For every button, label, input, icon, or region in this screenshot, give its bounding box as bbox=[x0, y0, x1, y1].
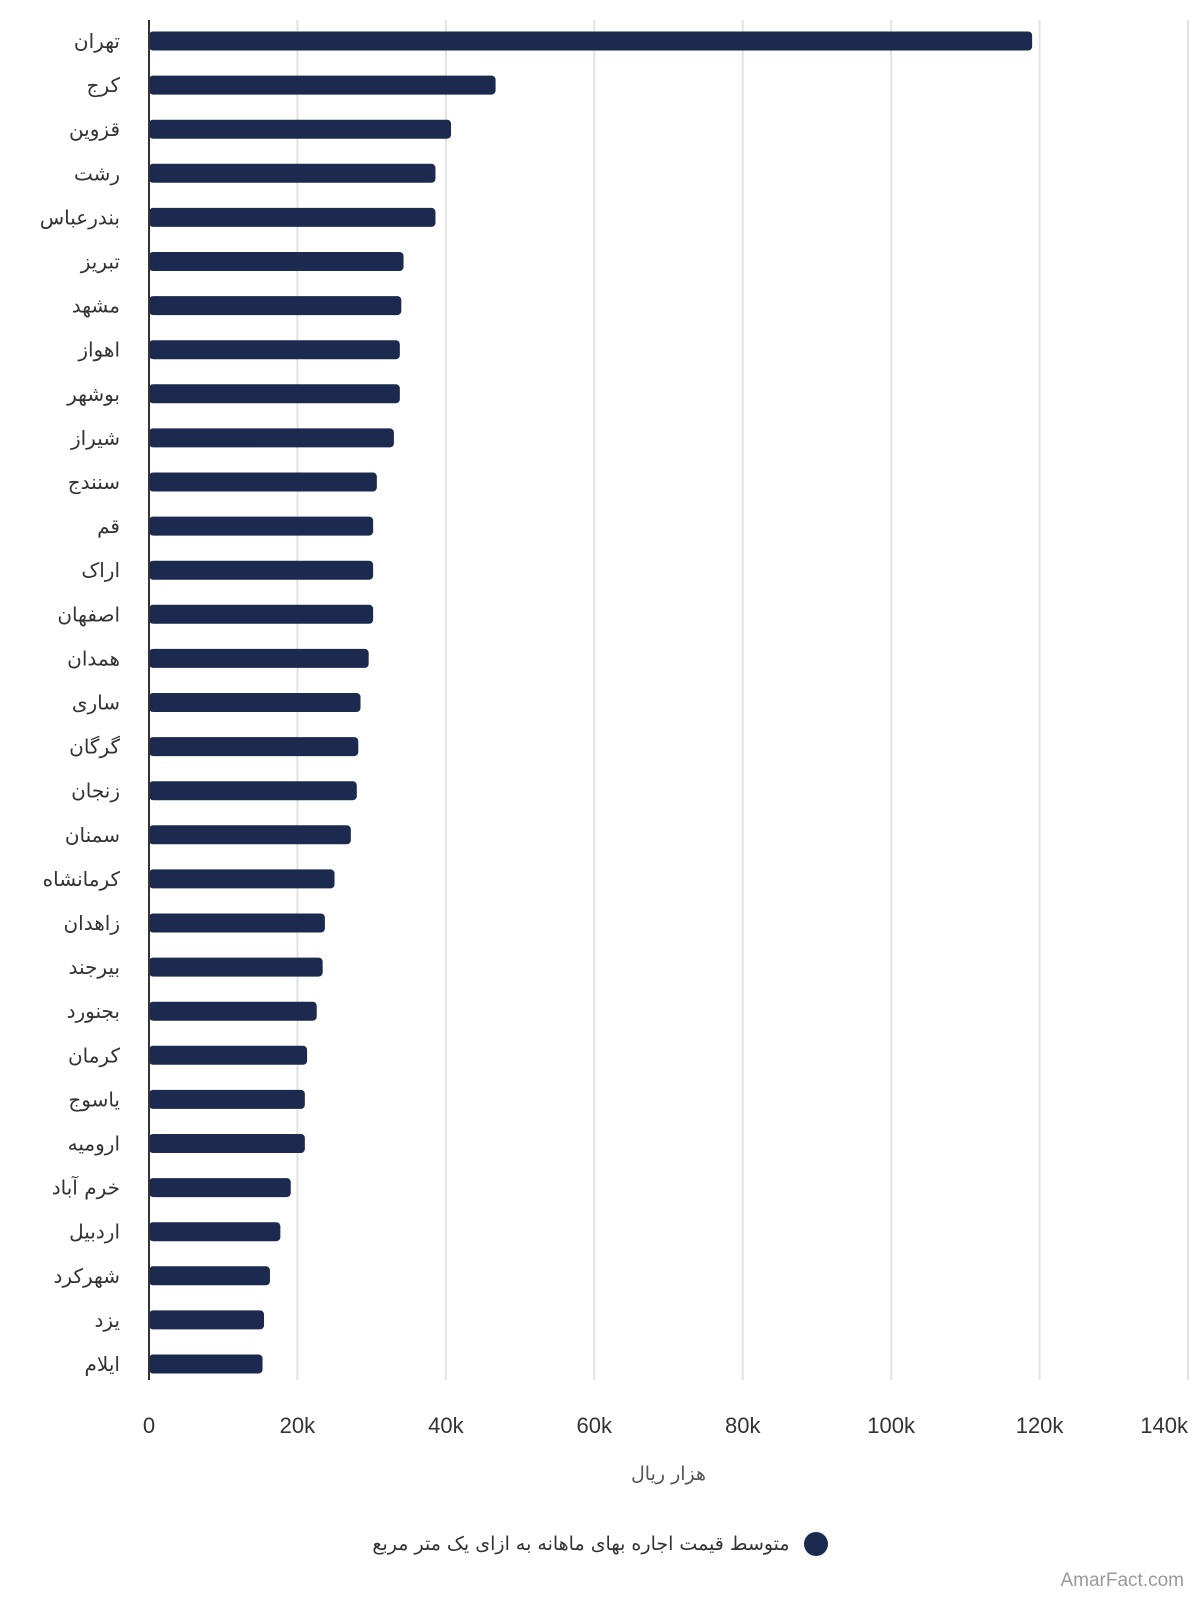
watermark: AmarFact.com bbox=[1060, 1570, 1184, 1591]
x-tick-label: 120k bbox=[1016, 1413, 1065, 1438]
bar[interactable] bbox=[149, 825, 351, 845]
x-tick-label: 20k bbox=[280, 1413, 316, 1438]
x-tick-label: 60k bbox=[577, 1413, 613, 1438]
category-label: زنجان bbox=[71, 779, 120, 803]
category-label: اهواز bbox=[77, 338, 120, 362]
category-label: خرم آباد bbox=[52, 1175, 120, 1200]
bar[interactable] bbox=[149, 869, 335, 889]
bar[interactable] bbox=[149, 1178, 291, 1198]
category-label: رشت bbox=[74, 161, 120, 185]
bar[interactable] bbox=[149, 957, 323, 977]
legend-marker-icon bbox=[803, 1532, 828, 1556]
category-label: بندرعباس bbox=[40, 205, 120, 229]
category-label: زاهدان bbox=[63, 911, 120, 935]
category-label: قم bbox=[97, 514, 120, 538]
x-tick-labels: 0 20k 40k 60k 80k 100k 120k 140k bbox=[143, 1413, 1189, 1438]
category-label: ساری bbox=[72, 691, 120, 715]
bar[interactable] bbox=[149, 648, 369, 668]
category-label: ارومیه bbox=[68, 1132, 120, 1156]
x-axis-title: هزار ریال bbox=[631, 1463, 706, 1485]
bar[interactable] bbox=[149, 781, 357, 801]
bar[interactable] bbox=[149, 1266, 270, 1286]
bar[interactable] bbox=[149, 31, 1033, 51]
category-label: بیرجند bbox=[68, 955, 120, 979]
category-label: یزد bbox=[94, 1308, 120, 1332]
bar[interactable] bbox=[149, 1089, 305, 1109]
bar[interactable] bbox=[149, 1045, 308, 1065]
category-label: شیراز bbox=[70, 426, 120, 450]
bar[interactable] bbox=[149, 1354, 263, 1374]
x-tick-label: 100k bbox=[867, 1413, 916, 1438]
category-label: اراک bbox=[81, 558, 120, 582]
bar[interactable] bbox=[149, 560, 374, 580]
category-label: همدان bbox=[67, 646, 120, 670]
category-label: بوشهر bbox=[66, 382, 120, 406]
bar[interactable] bbox=[149, 1134, 305, 1153]
x-tick-label: 140k bbox=[1140, 1413, 1189, 1438]
category-label: سنندج bbox=[68, 470, 120, 494]
bar[interactable] bbox=[149, 604, 374, 624]
category-label: اردبیل bbox=[69, 1220, 120, 1244]
bar[interactable] bbox=[149, 75, 496, 95]
bar[interactable] bbox=[149, 252, 404, 271]
category-label: یاسوج bbox=[68, 1087, 120, 1111]
category-label: کرمانشاه bbox=[43, 867, 121, 891]
gridlines bbox=[296, 20, 1189, 1380]
bar[interactable] bbox=[149, 1310, 265, 1330]
category-label: بجنورد bbox=[67, 999, 120, 1023]
bar[interactable] bbox=[149, 737, 359, 757]
bar[interactable] bbox=[149, 296, 402, 316]
bar[interactable] bbox=[149, 516, 374, 536]
category-label: اصفهان bbox=[57, 602, 120, 626]
bar[interactable] bbox=[149, 913, 325, 933]
x-tick-label: 0 bbox=[143, 1413, 155, 1438]
category-labels: تهران کرج قزوین رشت بندرعباس تبریز مشهد اهواز بو… bbox=[40, 29, 121, 1376]
legend-label: متوسط قیمت اجاره بهای ماهانه به ازای یک … bbox=[372, 1533, 790, 1555]
bar[interactable] bbox=[149, 428, 394, 448]
category-label: قزوین bbox=[69, 117, 120, 141]
category-label: سمنان bbox=[65, 823, 120, 847]
bar[interactable] bbox=[149, 693, 361, 712]
category-label: گرگان bbox=[69, 735, 120, 759]
x-tick-label: 80k bbox=[725, 1413, 761, 1438]
category-label: کرج bbox=[87, 73, 121, 97]
bars bbox=[149, 31, 1033, 1374]
category-label: کرمان bbox=[68, 1043, 121, 1067]
category-label: مشهد bbox=[72, 294, 120, 318]
bar[interactable] bbox=[149, 119, 452, 139]
bar[interactable] bbox=[149, 472, 377, 492]
category-label: تهران bbox=[74, 29, 120, 53]
category-label: شهرکرد bbox=[54, 1264, 120, 1288]
legend[interactable]: متوسط قیمت اجاره بهای ماهانه به ازای یک … bbox=[0, 1532, 1200, 1556]
category-label: تبریز bbox=[80, 250, 120, 274]
category-label: ایلام bbox=[85, 1352, 120, 1376]
x-tick-label: 40k bbox=[428, 1413, 464, 1438]
bar[interactable] bbox=[149, 1001, 317, 1021]
bar[interactable] bbox=[149, 163, 436, 183]
bar[interactable] bbox=[149, 384, 400, 404]
bar[interactable] bbox=[149, 1222, 281, 1242]
bar[interactable] bbox=[149, 207, 436, 227]
bar[interactable] bbox=[149, 340, 400, 360]
